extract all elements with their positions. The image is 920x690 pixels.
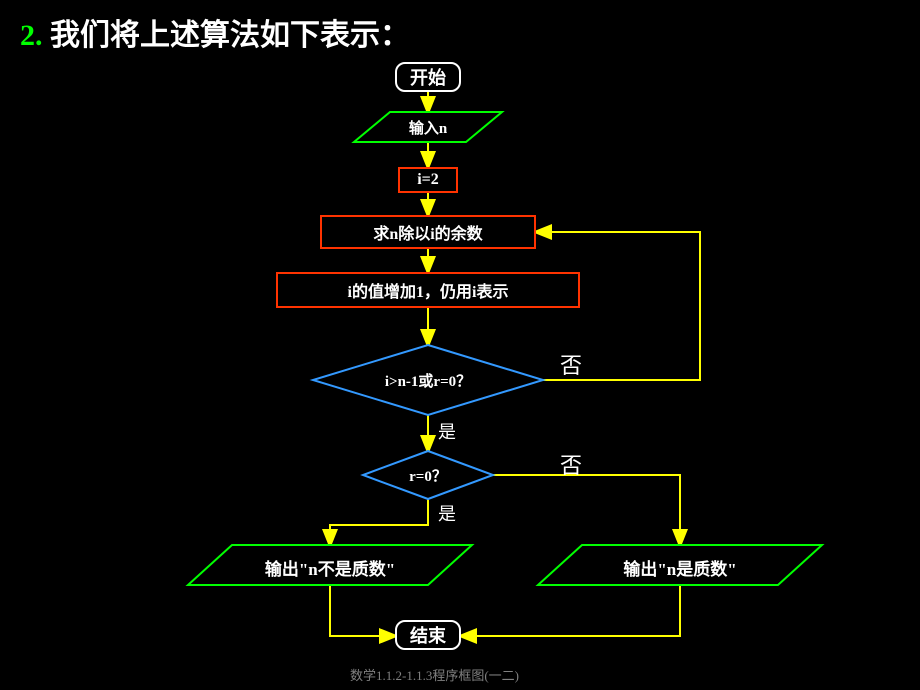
end-label: 结束 <box>410 622 446 648</box>
node-out-notprime-label: 输出"n不是质数" <box>220 555 440 580</box>
flowchart-svg <box>0 0 920 690</box>
node-dec2-label: r=0？ <box>373 465 483 486</box>
node-mod: 求n除以i的余数 <box>320 215 536 249</box>
branch-dec1-no: 否 <box>560 348 582 380</box>
start-label: 开始 <box>410 64 446 90</box>
mod-label: 求n除以i的余数 <box>373 220 482 244</box>
node-dec1-label: i>n-1或r=0？ <box>333 370 523 391</box>
inc-label: i的值增加1，仍用i表示 <box>348 278 509 302</box>
node-init: i=2 <box>398 167 458 193</box>
branch-dec1-yes: 是 <box>438 418 456 444</box>
init-label: i=2 <box>417 171 439 189</box>
slide-footer: 数学1.1.2-1.1.3程序框图(一二) <box>350 665 519 684</box>
node-out-isprime-label: 输出"n是质数" <box>570 555 790 580</box>
branch-dec2-no: 否 <box>560 448 582 480</box>
node-inc: i的值增加1，仍用i表示 <box>276 272 580 308</box>
node-end: 结束 <box>395 620 461 650</box>
node-input-label: 输入n <box>372 117 484 138</box>
node-start: 开始 <box>395 62 461 92</box>
branch-dec2-yes: 是 <box>438 500 456 526</box>
